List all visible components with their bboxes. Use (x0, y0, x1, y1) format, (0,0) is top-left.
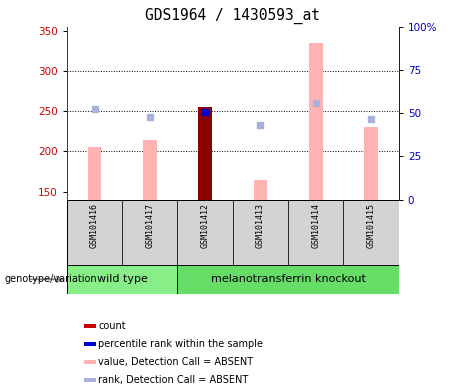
Bar (177, 200, 233, 265)
Title: GDS1964 / 1430593_at: GDS1964 / 1430593_at (145, 8, 320, 24)
Bar (288, 200, 343, 265)
Text: melanotransferrin knockout: melanotransferrin knockout (211, 274, 366, 285)
Bar (84, 360, 96, 364)
Bar (309, 43, 323, 200)
Text: GSM101415: GSM101415 (366, 203, 376, 248)
Text: GSM101417: GSM101417 (145, 203, 154, 248)
Text: wild type: wild type (97, 274, 148, 285)
Bar (343, 200, 399, 265)
Text: rank, Detection Call = ABSENT: rank, Detection Call = ABSENT (98, 375, 248, 384)
Bar (254, 180, 267, 200)
Bar (364, 127, 378, 200)
Bar (67, 265, 177, 294)
Bar (88, 147, 101, 200)
Bar (177, 265, 399, 294)
Text: value, Detection Call = ABSENT: value, Detection Call = ABSENT (98, 357, 253, 367)
Text: genotype/variation: genotype/variation (5, 274, 97, 285)
Text: GSM101416: GSM101416 (90, 203, 99, 248)
Text: GSM101413: GSM101413 (256, 203, 265, 248)
Bar (198, 107, 212, 200)
Bar (84, 378, 96, 382)
Bar (233, 200, 288, 265)
Bar (143, 140, 157, 200)
Bar (84, 324, 96, 328)
Text: percentile rank within the sample: percentile rank within the sample (98, 339, 263, 349)
Bar (84, 342, 96, 346)
Text: GSM101412: GSM101412 (201, 203, 210, 248)
Text: GSM101414: GSM101414 (311, 203, 320, 248)
Bar (67, 200, 122, 265)
Text: count: count (98, 321, 126, 331)
Bar (122, 200, 177, 265)
